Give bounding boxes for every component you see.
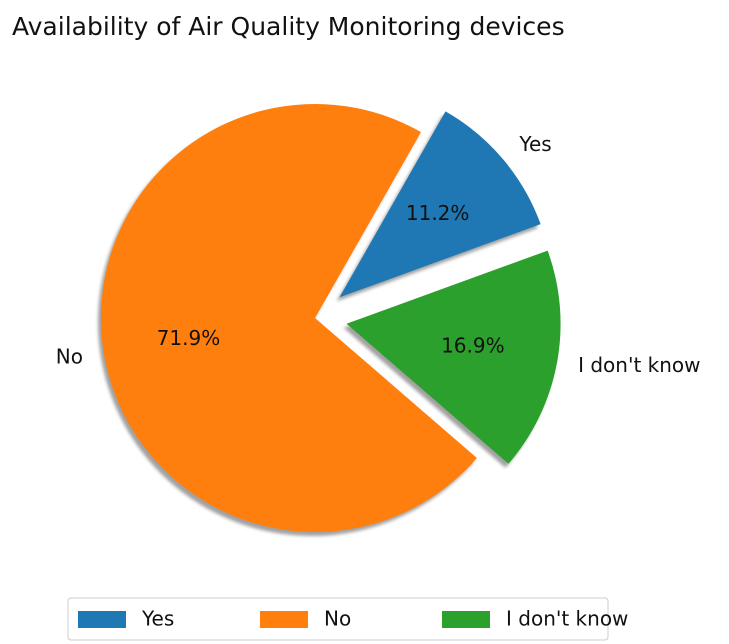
wedge [346, 250, 561, 464]
legend-swatch [78, 611, 126, 628]
legend-box [67, 597, 609, 641]
pct-label: 16.9% [441, 334, 505, 358]
category-label: No [56, 344, 83, 368]
pct-label: 11.2% [406, 201, 470, 225]
chart-title: Availability of Air Quality Monitoring d… [12, 12, 565, 41]
legend-swatch [442, 611, 490, 628]
legend: Yes No I don't know [67, 597, 628, 641]
wedge [100, 104, 477, 532]
legend-label: No [324, 607, 351, 631]
legend-label: Yes [141, 607, 174, 631]
legend-label: I don't know [506, 607, 628, 631]
wedge [339, 111, 541, 298]
labels: 11.2% Yes 71.9% No 16.9% I don't know [56, 132, 701, 377]
pct-label: 71.9% [157, 326, 221, 350]
wedges [100, 104, 561, 532]
legend-swatch [260, 611, 308, 628]
category-label: Yes [518, 132, 551, 156]
category-label: I don't know [578, 353, 700, 377]
